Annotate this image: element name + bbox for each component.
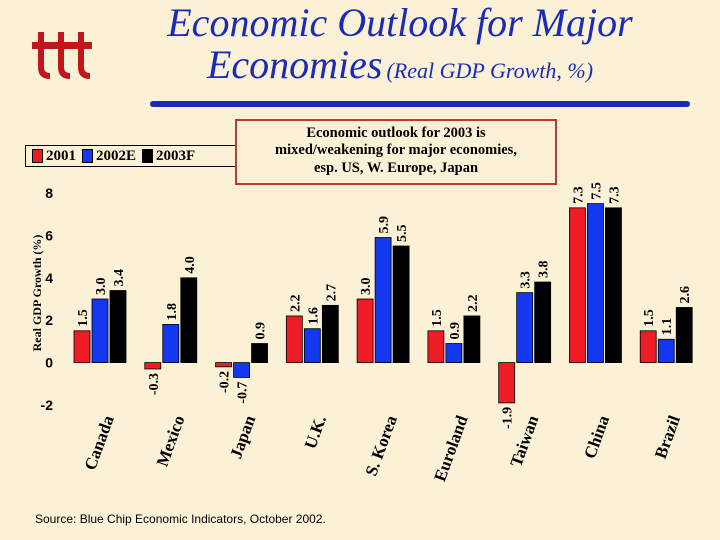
legend-label-2002e: 2002E xyxy=(96,147,137,164)
legend-swatch-2002e xyxy=(82,149,93,163)
logo-icon xyxy=(32,32,92,79)
data-label: 7.3 xyxy=(607,186,622,204)
data-label: 1.5 xyxy=(76,309,91,327)
legend-swatch-2001 xyxy=(32,149,43,163)
callout-line-3: esp. US, W. Europe, Japan xyxy=(313,159,479,176)
bar-2001-canada xyxy=(73,330,91,363)
chart-legend: 2001 2002E 2003F xyxy=(25,145,239,167)
data-label: -0.7 xyxy=(236,381,251,403)
bar-2002e-skorea xyxy=(374,237,392,364)
data-label: -1.9 xyxy=(501,407,516,429)
bar-2003f-uk xyxy=(321,304,339,363)
bar-2003f-brazil xyxy=(675,307,693,364)
data-label: 3.0 xyxy=(359,278,374,296)
legend-item-2001: 2001 xyxy=(32,148,76,165)
x-category-label: Japan xyxy=(226,412,259,461)
y-tick-label: -2 xyxy=(41,397,54,413)
x-category-label: Mexico xyxy=(153,413,189,469)
bar-2002e-taiwan xyxy=(516,292,534,364)
bar-2003f-canada xyxy=(109,290,127,363)
x-category-label: Brazil xyxy=(651,413,684,461)
legend-item-2002e: 2002E xyxy=(82,148,136,165)
bar-2001-taiwan xyxy=(498,362,516,404)
x-category-label: China xyxy=(580,412,613,461)
bar-2002e-china xyxy=(587,203,604,364)
x-category-label: U.K. xyxy=(301,413,330,451)
data-label: 1.1 xyxy=(660,318,675,336)
callout-line-1: Economic outlook for 2003 is xyxy=(306,125,486,141)
data-label: 1.6 xyxy=(306,307,321,325)
data-label: 5.9 xyxy=(377,216,392,234)
bar-2002e-japan xyxy=(233,362,250,378)
bar-2001-japan xyxy=(215,362,232,368)
bar-2002e-euroland xyxy=(445,343,463,363)
bar-2001-uk xyxy=(285,315,303,363)
bar-2002e-brazil xyxy=(657,338,675,363)
bar-2003f-china xyxy=(605,207,622,363)
x-category-label: Euroland xyxy=(430,412,472,484)
y-tick-label: 4 xyxy=(45,270,53,286)
data-label: 3.0 xyxy=(94,278,109,296)
data-label: 2.2 xyxy=(288,294,303,312)
legend-label-2001: 2001 xyxy=(46,147,76,164)
data-label: 4.0 xyxy=(183,256,198,274)
data-label: 2.6 xyxy=(678,286,693,304)
data-label: 7.5 xyxy=(589,182,604,200)
title-line-2: Economies xyxy=(206,42,383,87)
data-label: 1.8 xyxy=(165,303,180,321)
data-label: 3.4 xyxy=(112,269,127,287)
bar-2002e-uk xyxy=(303,328,321,363)
bar-2003f-skorea xyxy=(392,245,410,363)
data-label: 3.8 xyxy=(537,261,552,279)
source-note: Source: Blue Chip Economic Indicators, O… xyxy=(35,512,326,526)
data-label: 0.9 xyxy=(448,322,463,340)
title-line-1: Economic Outlook for Major xyxy=(167,0,633,45)
y-tick-label: 2 xyxy=(45,312,53,328)
y-tick-label: 0 xyxy=(45,355,53,371)
bar-2001-china xyxy=(569,207,586,363)
title-subtitle: (Real GDP Growth, %) xyxy=(386,58,594,83)
bar-2003f-euroland xyxy=(463,315,481,363)
bar-2003f-mexico xyxy=(180,277,198,363)
data-label: 2.2 xyxy=(466,294,481,312)
callout-line-2: mixed/weakening for major economies, xyxy=(275,142,517,159)
data-label: -0.2 xyxy=(218,371,233,393)
legend-swatch-2003f xyxy=(142,149,154,163)
data-label: 1.5 xyxy=(642,309,657,327)
data-label: 2.7 xyxy=(324,284,339,302)
data-label: 1.5 xyxy=(430,309,445,327)
bar-2001-mexico xyxy=(144,362,162,370)
legend-item-2003f: 2003F xyxy=(142,148,195,165)
bar-2001-euroland xyxy=(427,330,445,363)
outlook-callout: Economic outlook for 2003 is mixed/weake… xyxy=(235,119,557,185)
y-tick-label: 6 xyxy=(45,227,53,243)
chart-data-labels: 1.53.0 3.4-0.31.84.0-0.2 -0.70.92.21.62.7 3… xyxy=(76,182,693,429)
title-underline xyxy=(150,101,690,107)
bar-2003f-taiwan xyxy=(534,281,552,364)
data-label: 3.3 xyxy=(519,271,534,289)
chart-bars xyxy=(73,203,693,404)
bar-2002e-canada xyxy=(91,298,109,363)
data-label: -0.3 xyxy=(147,373,162,395)
bar-2001-brazil xyxy=(639,330,657,363)
x-category-label: S. Korea xyxy=(361,412,401,478)
y-tick-label: 8 xyxy=(45,185,53,201)
legend-label-2003f: 2003F xyxy=(156,147,196,164)
bar-2003f-japan xyxy=(251,343,268,363)
data-label: 5.5 xyxy=(395,225,410,243)
data-label: 7.3 xyxy=(571,186,586,204)
bar-2001-skorea xyxy=(356,298,374,363)
y-axis-label: Real GDP Growth (%) xyxy=(30,235,44,352)
data-label: 0.9 xyxy=(254,322,269,340)
bar-2002e-mexico xyxy=(162,324,180,364)
x-category-label: Canada xyxy=(81,412,118,472)
page-title: Economic Outlook for Major Economies (Re… xyxy=(120,2,680,86)
